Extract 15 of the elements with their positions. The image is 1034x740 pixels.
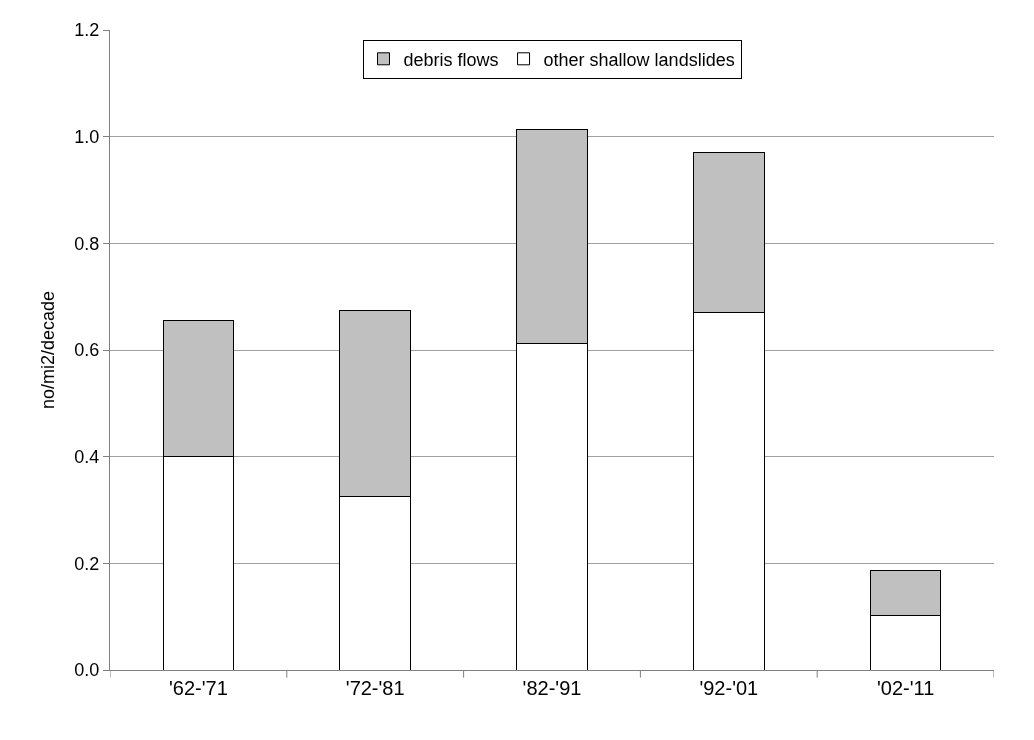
y-tick-label: 1.2 (74, 20, 100, 41)
legend-label: other shallow landslides (543, 49, 735, 70)
x-tick-label: '92-'01 (699, 677, 759, 699)
y-tick-label: 0.0 (74, 660, 100, 681)
y-tick-label: 0.6 (74, 340, 100, 361)
x-tick-label: '62-'71 (169, 677, 228, 699)
y-tick-label: 0.4 (74, 446, 100, 467)
y-tick-label: 1.0 (74, 126, 100, 147)
x-tick-label: '72-'81 (345, 677, 405, 699)
x-tick-label: '02-'11 (876, 677, 935, 699)
x-tick-label: '82-'91 (522, 677, 582, 699)
y-tick-label: 0.8 (74, 233, 100, 254)
y-axis-title: no/mi2/decade (37, 290, 58, 410)
legend-label: debris flows (403, 49, 499, 70)
y-tick-label: 0.2 (74, 553, 100, 574)
